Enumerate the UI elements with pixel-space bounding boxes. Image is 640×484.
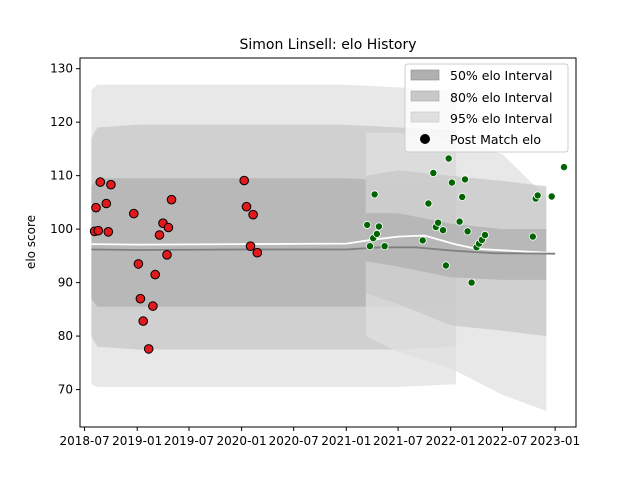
data-point xyxy=(245,241,256,251)
data-point xyxy=(239,175,249,186)
data-point xyxy=(547,192,556,201)
y-tick-label: 90 xyxy=(58,276,73,290)
data-point xyxy=(150,269,160,280)
data-point xyxy=(429,168,438,177)
mean-lines xyxy=(91,234,556,255)
y-tick-label: 100 xyxy=(50,222,73,236)
x-tick-label: 2022-01 xyxy=(426,434,476,448)
data-point xyxy=(248,209,258,220)
data-point xyxy=(91,202,101,213)
data-point xyxy=(438,226,447,235)
x-tick-label: 2019-07 xyxy=(164,434,214,448)
data-point xyxy=(166,194,177,205)
x-tick-label: 2020-01 xyxy=(217,434,267,448)
data-point xyxy=(460,175,469,184)
x-tick-label: 2021-01 xyxy=(321,434,371,448)
legend-swatch-80 xyxy=(410,90,440,102)
data-point xyxy=(133,259,144,269)
data-point xyxy=(560,163,569,172)
band-50-era-1 xyxy=(91,178,457,307)
post-match-points xyxy=(89,154,569,354)
data-point xyxy=(441,261,450,270)
data-point xyxy=(148,301,158,311)
legend-label-points: Post Match elo xyxy=(450,132,541,147)
band-50-era-2 xyxy=(365,213,547,280)
y-tick-label: 120 xyxy=(50,115,73,129)
interval-bands xyxy=(91,84,547,411)
legend-box xyxy=(404,63,569,153)
legend: 50% elo Interval 80% elo Interval 95% el… xyxy=(404,63,569,153)
y-tick-label: 130 xyxy=(50,62,73,76)
x-tick-label: 2019-01 xyxy=(112,434,162,448)
legend-label-80: 80% elo Interval xyxy=(450,90,552,105)
data-point xyxy=(365,242,374,251)
data-point xyxy=(480,230,489,239)
x-tick-label: 2018-07 xyxy=(60,434,110,448)
data-point xyxy=(533,191,542,200)
x-tick-label: 2021-07 xyxy=(373,434,423,448)
data-point xyxy=(467,278,476,287)
y-tick-label: 110 xyxy=(50,169,73,183)
data-point xyxy=(138,316,148,326)
data-point xyxy=(241,201,252,212)
chart-title: Simon Linsell: elo History xyxy=(239,37,416,53)
data-point xyxy=(418,236,427,245)
data-point xyxy=(528,232,537,241)
data-point xyxy=(455,217,464,226)
data-point xyxy=(154,230,165,240)
legend-marker-points xyxy=(420,134,430,144)
data-point xyxy=(434,218,443,227)
data-point xyxy=(129,208,139,219)
data-point xyxy=(106,179,116,190)
y-axis: 70 80 90 100 110 120 130 xyxy=(50,62,80,397)
x-tick-label: 2023-01 xyxy=(530,434,580,448)
data-point xyxy=(458,192,467,201)
data-point xyxy=(135,293,146,304)
data-point xyxy=(363,220,372,229)
data-point xyxy=(93,225,104,236)
line-mean-dark xyxy=(91,246,556,255)
data-point xyxy=(252,247,263,258)
data-point xyxy=(162,250,172,260)
x-axis: 2018-07 2019-01 2019-07 2020-01 2020-07 2021-… xyxy=(60,427,580,448)
y-tick-label: 70 xyxy=(58,383,73,397)
data-point xyxy=(463,227,472,236)
x-tick-label: 2020-07 xyxy=(269,434,319,448)
plot-frame xyxy=(79,57,577,428)
legend-swatch-95 xyxy=(410,111,440,123)
data-point xyxy=(370,190,379,199)
data-point xyxy=(444,154,453,163)
data-point xyxy=(95,177,106,187)
legend-swatch-50 xyxy=(410,69,440,81)
y-tick-label: 80 xyxy=(58,329,73,343)
data-point xyxy=(424,199,433,208)
x-tick-label: 2022-07 xyxy=(477,434,527,448)
legend-label-50: 50% elo Interval xyxy=(450,68,552,83)
data-point xyxy=(380,242,389,251)
data-point xyxy=(101,198,112,209)
y-axis-label: elo score xyxy=(24,215,38,269)
data-point xyxy=(163,222,174,233)
line-mean-light xyxy=(91,234,556,255)
data-point xyxy=(143,344,154,354)
data-point xyxy=(372,229,381,238)
data-point xyxy=(103,227,114,237)
data-point xyxy=(447,178,456,187)
legend-label-95: 95% elo Interval xyxy=(450,111,552,126)
data-point xyxy=(374,222,383,231)
